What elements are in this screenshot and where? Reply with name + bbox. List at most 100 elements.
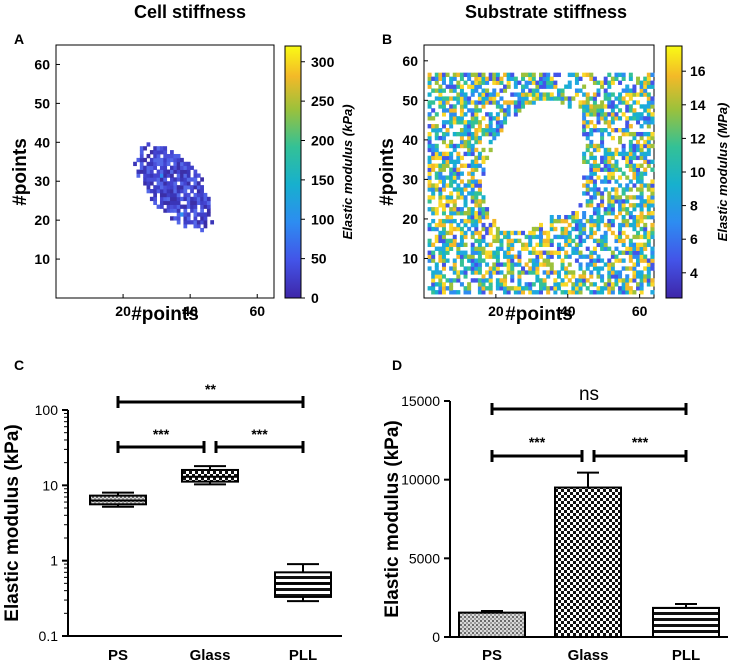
heatmap-cell <box>603 80 608 85</box>
heatmap-cell <box>427 195 432 200</box>
heatmap-cell <box>639 104 644 109</box>
heatmap-cell <box>438 128 443 133</box>
heatmap-cell <box>600 266 605 271</box>
heatmap-cell <box>521 270 526 275</box>
heatmap-cell <box>596 108 601 113</box>
heatmap-cell <box>456 167 461 172</box>
heatmap-cell <box>470 270 475 275</box>
heatmap-cell <box>159 204 164 209</box>
heatmap-cell <box>556 234 561 240</box>
heatmap-cell <box>621 128 626 133</box>
heatmap-cell <box>596 266 601 271</box>
heatmap-cell <box>503 262 508 267</box>
heatmap-cell <box>170 173 174 178</box>
heatmap-cell <box>513 84 518 89</box>
heatmap-cell <box>628 250 633 255</box>
heatmap-cell <box>592 92 597 97</box>
heatmap-cell <box>159 181 164 186</box>
significance-label: *** <box>153 426 170 442</box>
heatmap-cell <box>607 199 612 204</box>
heatmap-cell <box>578 203 583 208</box>
heatmap-cell <box>556 88 561 93</box>
heatmap-cell <box>618 135 623 141</box>
heatmap-cell <box>650 230 655 236</box>
heatmap-cell <box>513 100 518 105</box>
heatmap-cell <box>495 104 500 109</box>
heatmap-cell <box>625 183 630 188</box>
heatmap-cell <box>567 234 572 240</box>
heatmap-cell <box>488 147 493 153</box>
heatmap-cell <box>643 203 648 208</box>
heatmap-cell <box>488 139 493 145</box>
heatmap-cell <box>163 208 168 213</box>
heatmap-cell <box>452 112 457 117</box>
heatmap-cell <box>456 100 461 105</box>
heatmap-cell <box>474 131 479 137</box>
heatmap-cell <box>474 226 479 232</box>
heatmap-cell <box>170 196 174 202</box>
heatmap-cell <box>621 88 626 93</box>
heatmap-cell <box>639 175 644 180</box>
heatmap-cell <box>639 187 644 192</box>
heatmap-cell <box>650 203 655 208</box>
heatmap-cell <box>431 290 436 295</box>
heatmap-cell <box>159 177 164 182</box>
heatmap-cell <box>578 100 583 105</box>
heatmap-cell <box>481 116 486 121</box>
heatmap-cell <box>592 290 597 295</box>
heatmap-cell <box>488 278 493 283</box>
heatmap-cell <box>646 242 651 248</box>
heatmap-cell <box>596 242 601 248</box>
heatmap-cell <box>441 76 446 81</box>
heatmap-cell <box>632 242 637 248</box>
heatmap-cell <box>441 203 446 208</box>
heatmap-cell <box>553 290 558 295</box>
heatmap-cell <box>639 270 644 275</box>
heatmap-cell <box>582 270 587 275</box>
heatmap-cell <box>438 155 443 161</box>
heatmap-cell <box>156 173 161 178</box>
heatmap-cell <box>506 250 511 255</box>
heatmap-cell <box>571 72 576 78</box>
heatmap-cell <box>467 266 472 271</box>
heatmap-cell <box>589 112 594 117</box>
heatmap-cell <box>499 120 504 125</box>
heatmap-cell <box>643 222 648 228</box>
heatmap-cell <box>643 76 648 81</box>
heatmap-cell <box>445 120 450 125</box>
heatmap-cell <box>492 92 497 97</box>
heatmap-cell <box>618 203 623 208</box>
heatmap-cell <box>470 191 475 196</box>
heatmap-cell <box>427 135 432 141</box>
heatmap-cell <box>614 195 619 200</box>
heatmap-cell <box>474 116 479 121</box>
heatmap-cell <box>153 173 158 178</box>
heatmap-cell <box>513 290 518 295</box>
heatmap-cell <box>589 143 594 149</box>
heatmap-cell <box>610 282 615 287</box>
heatmap-cell <box>539 230 543 236</box>
heatmap-cell <box>456 222 461 228</box>
heatmap-cell <box>646 92 651 97</box>
heatmap-cell <box>650 250 655 255</box>
heatmap-cell <box>589 187 594 192</box>
heatmap-cell <box>556 274 561 279</box>
heatmap-cell <box>553 234 558 240</box>
heatmap-cell <box>438 104 443 109</box>
heatmap-cell <box>431 187 436 192</box>
heatmap-cell <box>646 147 651 153</box>
heatmap-cell <box>589 151 594 157</box>
heatmap-cell <box>153 165 158 170</box>
heatmap-cell <box>445 203 450 208</box>
heatmap-cell <box>499 270 504 275</box>
heatmap-cell <box>427 258 432 263</box>
heatmap-cell <box>621 100 626 105</box>
heatmap-cell <box>441 100 446 105</box>
heatmap-cell <box>449 226 454 232</box>
heatmap-cell <box>542 262 547 267</box>
heatmap-cell <box>190 220 194 225</box>
heatmap-cell <box>639 211 644 216</box>
heatmap-cell <box>646 199 651 204</box>
heatmap-cell <box>495 246 500 251</box>
heatmap-cell <box>636 282 641 287</box>
